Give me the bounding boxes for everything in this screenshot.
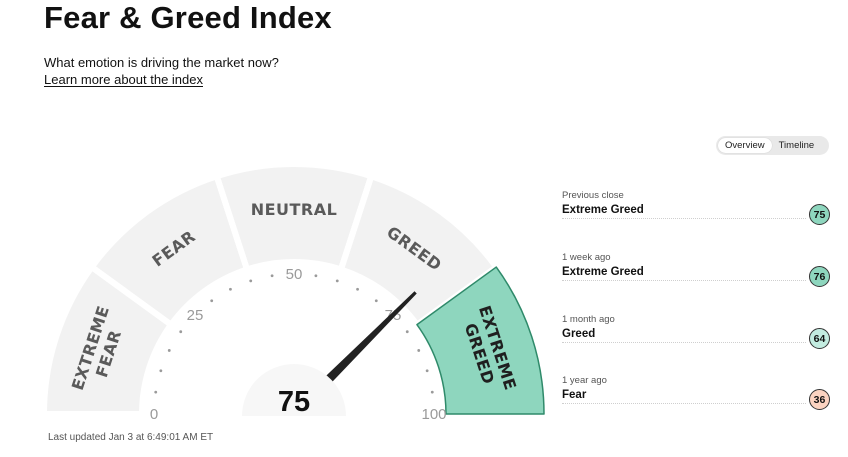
gauge-label-extreme-fear: EXTREMEFEAR: [68, 303, 131, 398]
scale-dot: [270, 274, 274, 278]
scale-label-25: 25: [187, 307, 204, 324]
history-rating: Greed: [562, 328, 596, 340]
scale-dot: [229, 287, 232, 291]
history-value-badge: 64: [809, 328, 830, 349]
dotted-leader: [562, 403, 806, 404]
fear-greed-gauge: EXTREMEFEAR FEAR NEUTRAL GREED EXTREMEGREED …: [44, 164, 545, 423]
gauge-graphic: EXTREMEFEARFEARNEUTRALGREEDEXTREMEGREED …: [44, 164, 545, 423]
dotted-leader: [562, 280, 806, 281]
history-value-badge: 75: [809, 204, 830, 225]
scale-dot: [405, 330, 409, 334]
history-row-previous-close: Previous close Extreme Greed 75: [562, 190, 830, 234]
history-when: Previous close: [562, 190, 624, 201]
scale-dot: [167, 349, 171, 352]
gauge-center-hub: [242, 364, 346, 416]
scale-dot: [356, 287, 359, 291]
scale-label-50: 50: [286, 266, 303, 283]
scale-dot: [154, 390, 158, 394]
history-value-badge: 76: [809, 266, 830, 287]
scale-dot: [335, 279, 339, 283]
scale-dot: [417, 349, 421, 352]
history-row-1-year: 1 year ago Fear 36: [562, 375, 830, 419]
scale-label-100: 100: [421, 406, 446, 423]
tab-timeline[interactable]: Timeline: [778, 140, 815, 151]
gauge-needle: [304, 291, 417, 404]
history-when: 1 month ago: [562, 314, 615, 325]
history-rating: Fear: [562, 389, 587, 401]
gauge-segment-extreme-greed: [416, 266, 545, 415]
scale-dot: [159, 369, 163, 373]
history-row-1-week: 1 week ago Extreme Greed 76: [562, 252, 830, 296]
dotted-leader: [562, 342, 806, 343]
scale-dot: [425, 369, 429, 373]
history-row-1-month: 1 month ago Greed 64: [562, 314, 830, 358]
last-updated: Last updated Jan 3 at 6:49:01 AM ET: [48, 432, 214, 443]
dotted-leader: [562, 218, 806, 219]
scale-dot: [314, 274, 318, 278]
scale-dot: [179, 330, 183, 334]
history-rating: Extreme Greed: [562, 266, 644, 278]
history-rating: Extreme Greed: [562, 204, 644, 216]
tab-overview[interactable]: Overview: [718, 138, 772, 153]
scale-dot: [249, 279, 253, 283]
scale-label-0: 0: [150, 406, 158, 423]
scale-dot: [430, 390, 434, 394]
view-toggle: Overview Timeline: [716, 136, 829, 155]
page-subtitle: What emotion is driving the market now?: [44, 55, 279, 70]
history-when: 1 week ago: [562, 252, 611, 263]
scale-dot: [210, 299, 214, 303]
learn-more-link[interactable]: Learn more about the index: [44, 72, 203, 87]
history-value-badge: 36: [809, 389, 830, 410]
page-title: Fear & Greed Index: [44, 0, 332, 35]
history-when: 1 year ago: [562, 375, 607, 386]
gauge-label-neutral: NEUTRAL: [251, 200, 338, 219]
scale-dot: [374, 299, 378, 303]
gauge-value: 75: [278, 386, 310, 418]
